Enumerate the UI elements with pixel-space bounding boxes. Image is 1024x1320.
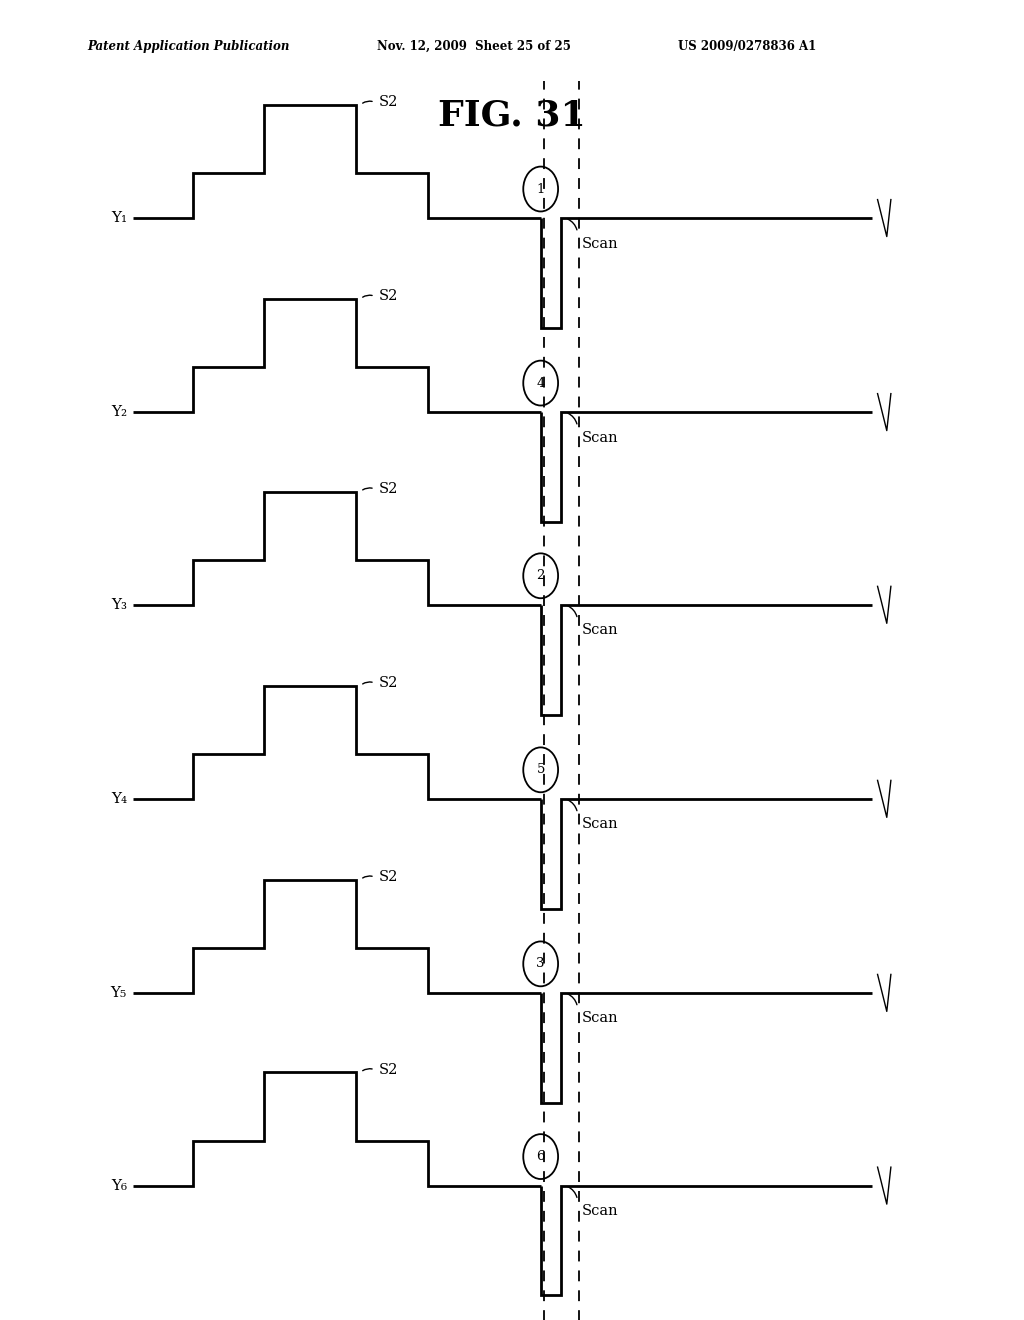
Text: 3: 3 xyxy=(537,957,545,970)
Text: Scan: Scan xyxy=(582,430,618,445)
Text: Y₅: Y₅ xyxy=(111,986,127,1001)
Text: Patent Application Publication: Patent Application Publication xyxy=(87,40,290,53)
Text: 5: 5 xyxy=(537,763,545,776)
Text: Y₆: Y₆ xyxy=(111,1179,127,1193)
Text: Y₁: Y₁ xyxy=(111,211,127,226)
Text: S2: S2 xyxy=(379,1063,398,1077)
Text: S2: S2 xyxy=(379,289,398,304)
Text: S2: S2 xyxy=(379,95,398,110)
Text: Scan: Scan xyxy=(582,1011,618,1026)
Text: US 2009/0278836 A1: US 2009/0278836 A1 xyxy=(678,40,816,53)
Text: Scan: Scan xyxy=(582,817,618,832)
Text: 2: 2 xyxy=(537,569,545,582)
Text: S2: S2 xyxy=(379,676,398,690)
Text: Nov. 12, 2009  Sheet 25 of 25: Nov. 12, 2009 Sheet 25 of 25 xyxy=(377,40,570,53)
Text: Scan: Scan xyxy=(582,623,618,638)
Text: Y₄: Y₄ xyxy=(111,792,127,807)
Text: FIG. 31: FIG. 31 xyxy=(438,99,586,133)
Text: 1: 1 xyxy=(537,182,545,195)
Text: Y₂: Y₂ xyxy=(111,405,127,420)
Text: Y₃: Y₃ xyxy=(111,598,127,612)
Text: 4: 4 xyxy=(537,376,545,389)
Text: S2: S2 xyxy=(379,482,398,496)
Text: Scan: Scan xyxy=(582,236,618,251)
Text: 6: 6 xyxy=(537,1150,545,1163)
Text: S2: S2 xyxy=(379,870,398,884)
Text: Scan: Scan xyxy=(582,1204,618,1218)
